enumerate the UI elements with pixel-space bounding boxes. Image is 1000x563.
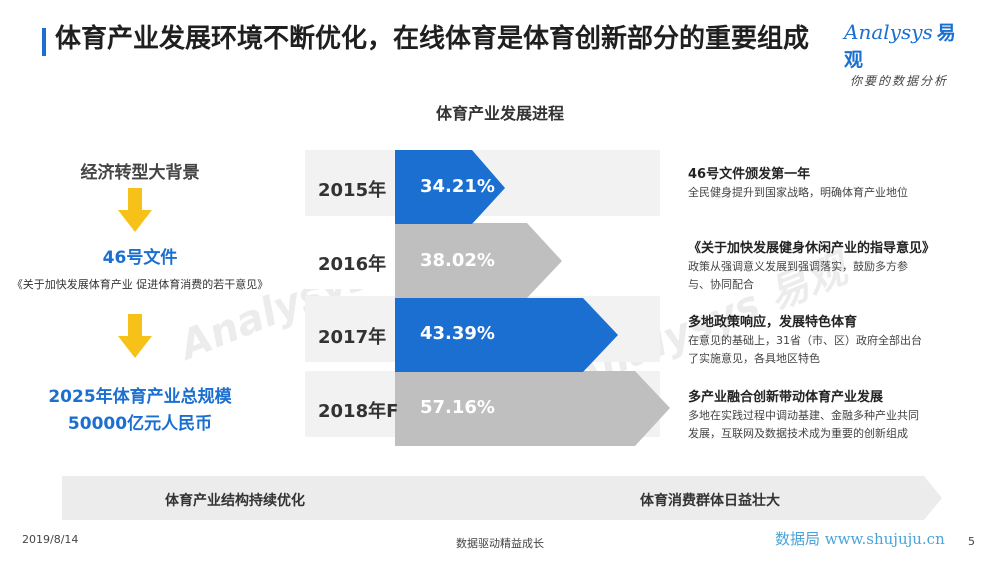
footer-date: 2019/8/14 — [22, 533, 79, 546]
year-label: 2018年F — [318, 401, 399, 422]
band-right-label: 体育消费群体日益壮大 — [640, 493, 780, 509]
note-body: 多地在实践过程中调动基建、金融多种产业共同发展，互联网及数据技术成为重要的创新组… — [688, 409, 919, 440]
background-label: 经济转型大背景 — [80, 163, 200, 183]
year-label: 2017年 — [318, 327, 387, 348]
logo-chinese: 易观 — [844, 22, 956, 71]
chevron-2018 — [395, 371, 670, 446]
value-label: 43.39% — [420, 323, 495, 344]
goal-line-1: 2025年体育产业总规模 — [48, 387, 232, 407]
footer-slogan: 数据驱动精益成长 — [456, 537, 544, 550]
down-arrow-icon — [118, 314, 152, 358]
title-accent-bar — [42, 28, 46, 56]
chevron-2015 — [395, 150, 505, 224]
value-label: 57.16% — [420, 397, 495, 418]
chevron-2016 — [395, 223, 562, 298]
year-label: 2015年 — [318, 180, 387, 201]
analysys-logo: Analysys 易观 你要的数据分析 — [844, 18, 974, 89]
note-title: 多产业融合创新带动体育产业发展 — [688, 390, 884, 405]
logo-wordmark: Analysys — [844, 20, 933, 44]
year-label: 2016年 — [318, 254, 387, 275]
page-title: 体育产业发展环境不断优化，在线体育是体育创新部分的重要组成 — [55, 24, 810, 54]
chevron-2017 — [395, 298, 618, 372]
value-label: 34.21% — [420, 176, 495, 197]
note-title: 46号文件颁发第一年 — [688, 167, 811, 182]
bottom-arrow-band — [62, 476, 942, 520]
down-arrow-icon — [118, 188, 152, 232]
page-number: 5 — [968, 535, 975, 548]
logo-slogan: 你要的数据分析 — [850, 74, 949, 88]
note-body: 政策从强调意义发展到强调落实，鼓励多方参与、协同配合 — [688, 260, 908, 291]
document-full-title: 《关于加快发展体育产业 促进体育消费的若干意见》 — [11, 278, 269, 291]
note-title: 多地政策响应，发展特色体育 — [688, 315, 858, 330]
diagram-title: 体育产业发展进程 — [435, 104, 564, 123]
footer-watermark: 数据局 www.shujuju.cn — [775, 530, 945, 548]
document-label: 46号文件 — [102, 248, 178, 268]
goal-line-2: 50000亿元人民币 — [67, 414, 213, 434]
value-label: 38.02% — [420, 250, 495, 271]
note-title: 《关于加快发展健身休闲产业的指导意见》 — [688, 241, 936, 256]
band-left-label: 体育产业结构持续优化 — [165, 493, 305, 509]
note-body: 全民健身提升到国家战略，明确体育产业地位 — [688, 186, 908, 199]
note-body: 在意见的基础上，31省（市、区）政府全部出台了实施意见，各具地区特色 — [688, 334, 922, 365]
